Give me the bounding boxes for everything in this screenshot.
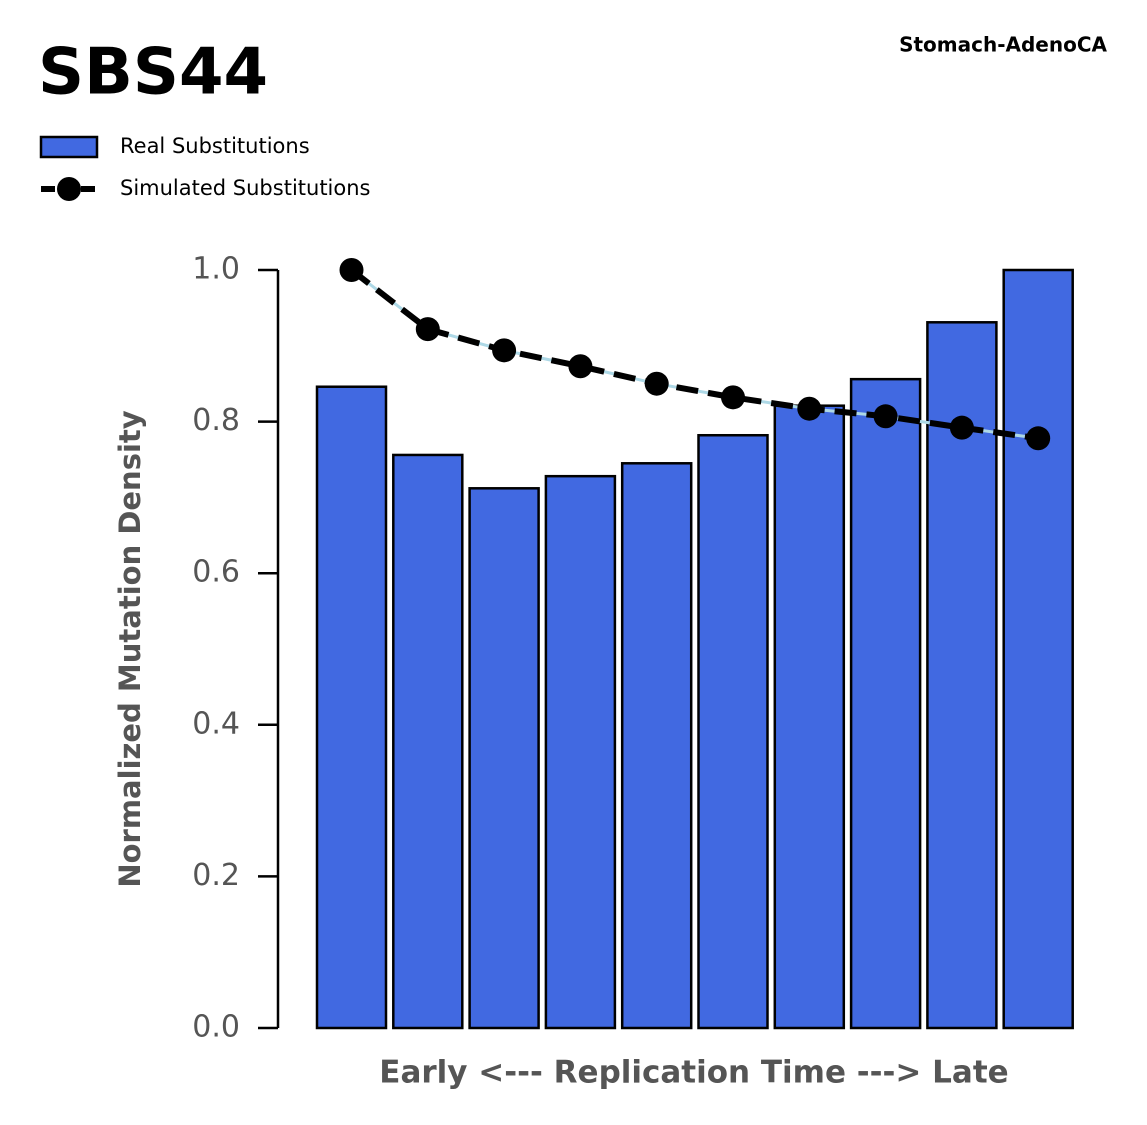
line-marker xyxy=(797,396,822,421)
line xyxy=(349,267,1039,442)
line-marker xyxy=(492,338,517,363)
line-marker xyxy=(339,258,364,282)
line-marker xyxy=(415,317,440,342)
y-tick-label: 0.4 xyxy=(192,706,240,741)
bar xyxy=(620,462,693,1030)
line-marker xyxy=(873,404,898,429)
x-axis-label: Early <--- Replication Time ---> Late xyxy=(379,1055,1008,1091)
bar xyxy=(468,487,540,1030)
y-tick-label: 0.0 xyxy=(192,1010,240,1045)
y-tick-label: 0.8 xyxy=(192,403,240,438)
legend-marker xyxy=(57,177,81,201)
chart-subtitle: Stomach-AdenoCA xyxy=(899,33,1107,57)
bar xyxy=(392,453,464,1030)
bar xyxy=(773,404,846,1030)
line-marker xyxy=(949,415,974,440)
bar xyxy=(544,474,617,1030)
bar xyxy=(849,377,922,1030)
line-marker xyxy=(644,371,669,396)
legend-label: Real Substitutions xyxy=(120,134,310,158)
chart-title: SBS44 xyxy=(38,36,268,110)
bar xyxy=(697,433,769,1030)
bar xyxy=(315,385,388,1030)
bar xyxy=(926,321,998,1030)
bar xyxy=(1002,268,1074,1030)
y-tick-label: 0.6 xyxy=(192,555,240,590)
line-marker xyxy=(568,354,593,379)
y-tick-label: 0.2 xyxy=(192,858,240,893)
legend-swatch xyxy=(39,135,99,159)
line-marker xyxy=(1026,426,1051,451)
line-marker xyxy=(721,385,745,410)
y-axis-label: Normalized Mutation Density xyxy=(113,410,147,887)
legend-label: Simulated Substitutions xyxy=(120,176,370,200)
y-tick-label: 1.0 xyxy=(192,252,240,287)
